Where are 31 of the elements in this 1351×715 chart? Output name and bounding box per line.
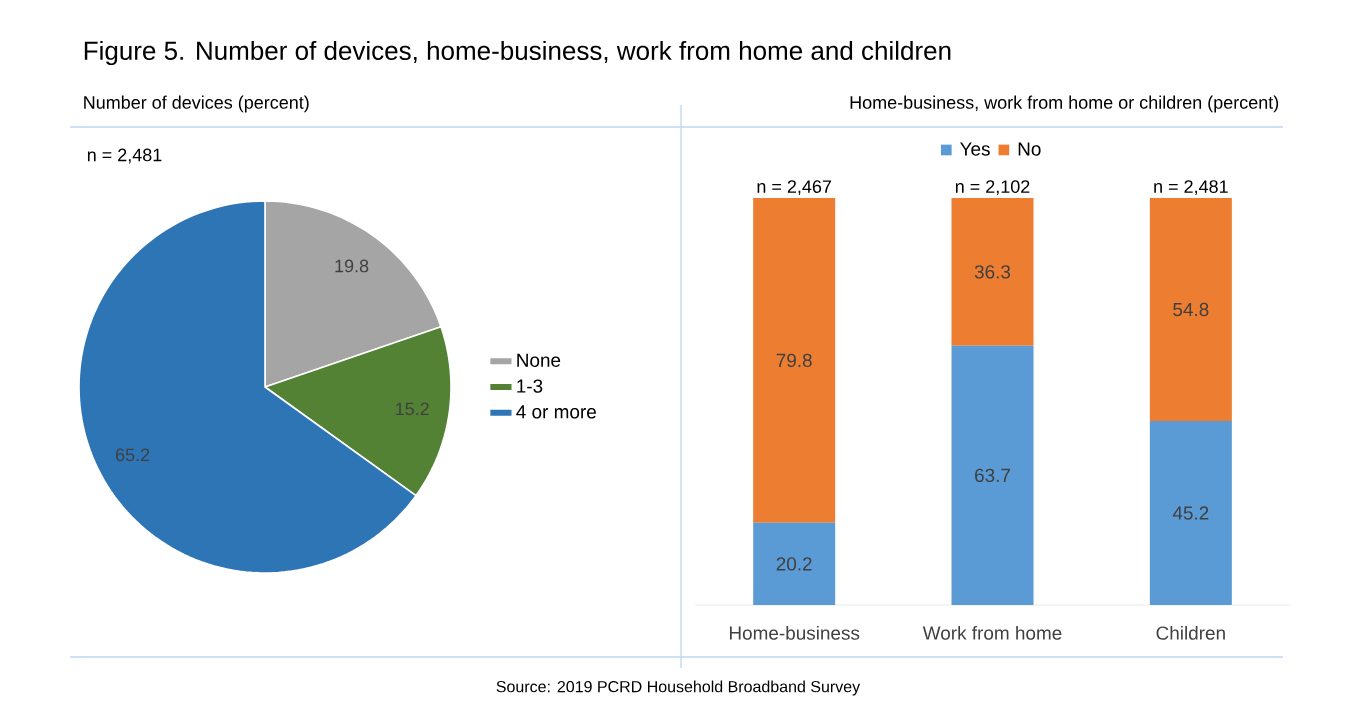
legend-label: None <box>517 353 561 367</box>
text: n = 2,481 <box>87 148 162 164</box>
legend-label: 4 or more <box>516 405 596 419</box>
data-label: 54.8 <box>1173 302 1209 317</box>
chart-title: Home-business, work from home or children (percent) <box>850 95 1279 113</box>
bar <box>951 198 1034 346</box>
bar <box>753 522 836 605</box>
bar <box>1149 198 1232 422</box>
legend-label: 1-3 <box>517 379 543 393</box>
annotation: n = 2,481 <box>1154 180 1228 196</box>
source-note: Source: 2019 PCRD Household Broadband Survey <box>496 680 861 696</box>
data-label: 36.3 <box>974 265 1011 279</box>
bar <box>1149 421 1232 605</box>
data-label: 65.2 <box>115 448 150 462</box>
data-label: 15.2 <box>396 402 429 416</box>
x-tick-label: Home-business <box>729 625 860 640</box>
annotation: n = 2,467 <box>757 180 832 196</box>
legend-label: No <box>1018 142 1041 156</box>
bar <box>753 198 836 523</box>
data-label: 19.8 <box>335 259 369 273</box>
x-tick-label: Children <box>1156 625 1225 640</box>
x-tick-label: Work from home <box>922 625 1062 640</box>
data-label: 45.2 <box>1172 506 1209 520</box>
annotation: n = 2,102 <box>955 180 1030 196</box>
legend-label: Yes <box>960 142 990 156</box>
data-label: 20.2 <box>776 557 812 571</box>
data-label: 63.7 <box>975 468 1010 483</box>
chart-title: Figure 5. Number of devices, home-business, work from home and children <box>84 40 951 66</box>
data-label: 79.8 <box>776 353 812 368</box>
chart-subtitle: Number of devices (percent) <box>84 95 309 113</box>
bar <box>951 345 1034 605</box>
